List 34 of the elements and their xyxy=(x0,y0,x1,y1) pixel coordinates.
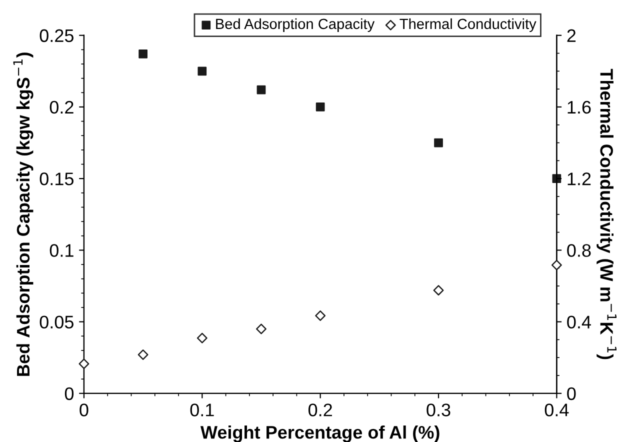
y2-tick-label: 0 xyxy=(567,387,576,400)
y-tick-label: 0.1 xyxy=(50,244,74,257)
point xyxy=(138,50,148,58)
legend-label: Bed Adsorption Capacity xyxy=(216,18,375,32)
y-tick-label: 0.05 xyxy=(40,316,74,328)
point xyxy=(315,310,326,321)
x-tick-label: 0.1 xyxy=(190,404,214,416)
point xyxy=(198,66,207,76)
y2-tick-label: 1.6 xyxy=(568,100,591,114)
y-tick-label: 0.15 xyxy=(40,172,74,186)
y-tick-label: 0 xyxy=(64,387,74,400)
point xyxy=(256,324,266,334)
point xyxy=(196,332,208,344)
point xyxy=(256,85,266,94)
point xyxy=(433,285,444,296)
point xyxy=(316,102,325,112)
point xyxy=(138,349,148,360)
y2-tick-label: 1.2 xyxy=(568,172,591,186)
y2-axis-title: Thermal Conductivity (W m$^{−1}$K$^{−1}$) xyxy=(596,68,617,360)
y-axis-title: Bed Adsorption Capacity (kgw kgS$^{−1}$) xyxy=(13,52,34,376)
legend-label: Thermal Conductivity xyxy=(400,18,536,32)
y2-tick-label: 0.8 xyxy=(567,244,591,257)
x-tick-label: 0 xyxy=(80,404,88,416)
x-tick-label: 0.3 xyxy=(426,404,450,416)
y2-tick-label: 0.4 xyxy=(567,316,591,328)
y-tick-label: 0.25 xyxy=(40,29,74,42)
point xyxy=(551,260,562,270)
point xyxy=(434,138,443,148)
point xyxy=(78,358,90,370)
x-axis-title: Weight Percentage of Al (%) xyxy=(200,425,440,442)
x-tick-label: 0.2 xyxy=(308,404,332,416)
x-tick-label: 0.4 xyxy=(544,404,569,416)
y2-tick-label: 2 xyxy=(567,29,576,42)
y-tick-label: 0.2 xyxy=(50,100,74,114)
